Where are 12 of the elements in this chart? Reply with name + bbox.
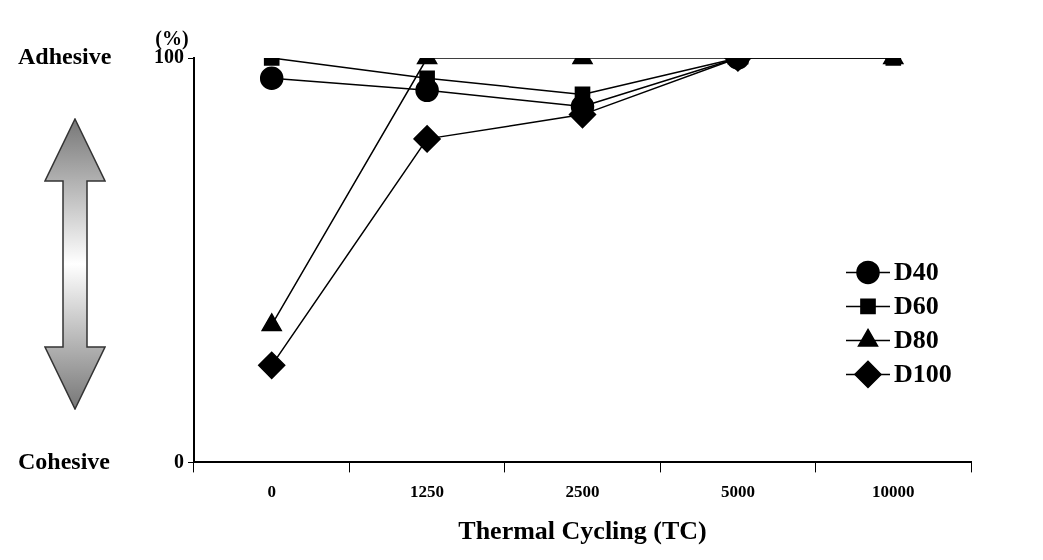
x-axis-title: Thermal Cycling (TC)	[458, 516, 707, 546]
x-tick-label: 2500	[565, 481, 600, 501]
x-tick-label: 10000	[872, 481, 915, 501]
legend-label: D100	[894, 359, 952, 389]
legend-label: D40	[894, 257, 939, 287]
legend-label: D60	[894, 291, 939, 321]
x-tick-label: 1250	[410, 481, 445, 501]
x-tick-label: 5000	[720, 481, 755, 501]
legend-label: D80	[894, 325, 939, 355]
x-tick-label: 0	[267, 481, 276, 501]
text: Adhesive	[18, 43, 112, 70]
text: Cohesive	[18, 447, 111, 474]
